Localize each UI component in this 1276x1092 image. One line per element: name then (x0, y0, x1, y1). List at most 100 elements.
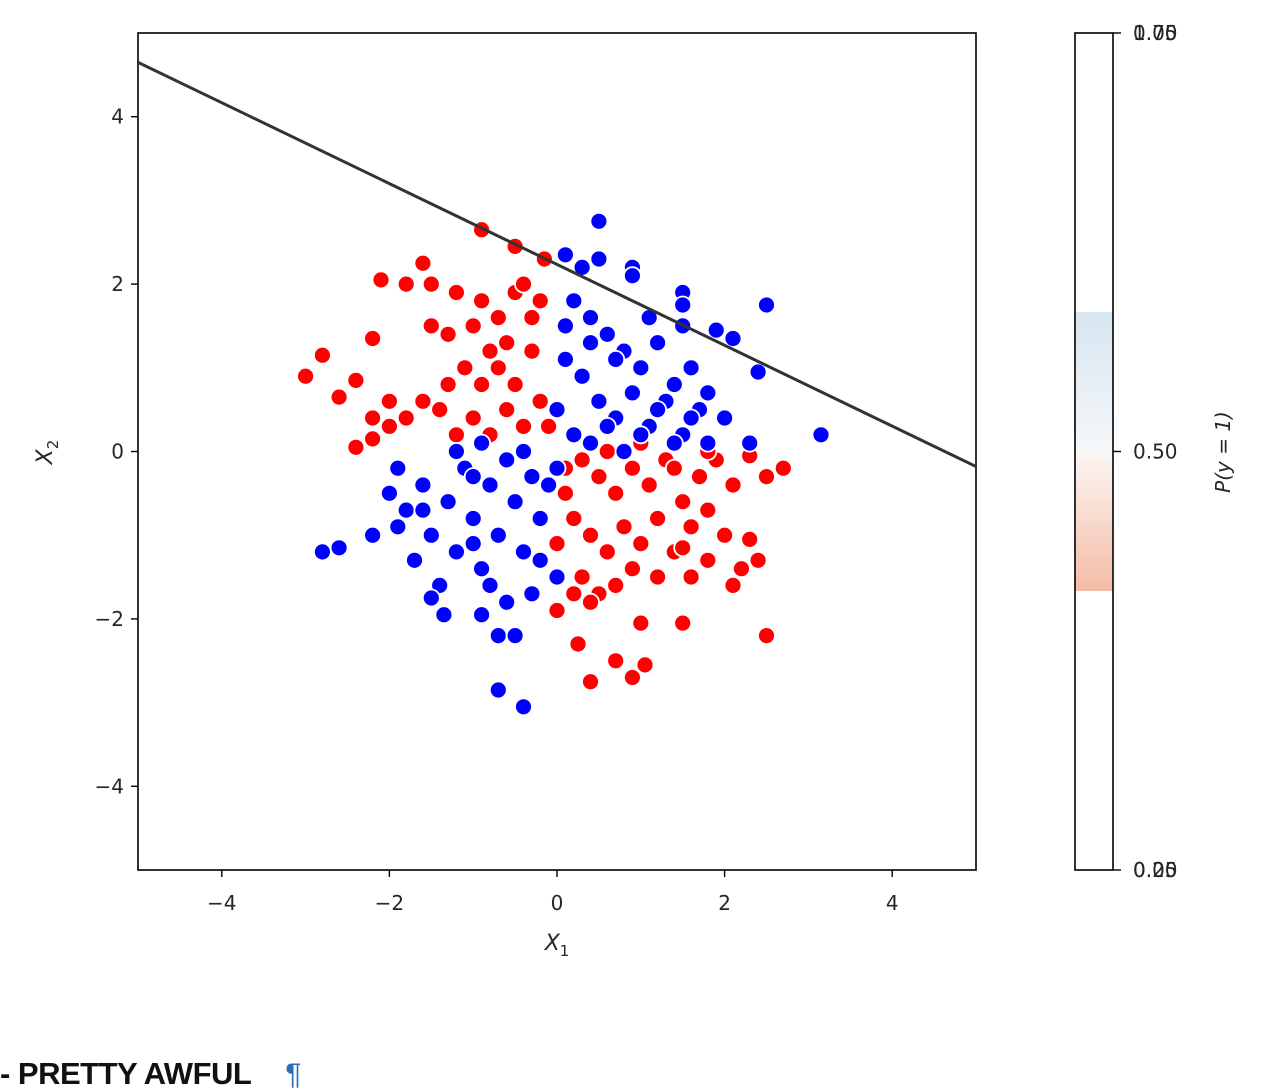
point-red-75 (681, 567, 701, 587)
plot-area (137, 32, 977, 871)
point-blue-23 (715, 408, 734, 428)
point-blue-77 (488, 680, 508, 700)
point-red-62 (631, 534, 651, 553)
colorbar: 0.000.25 0.50 0.751.00 P(y = 1) (1074, 21, 1235, 882)
point-red-51 (673, 492, 693, 512)
permalink-anchor[interactable]: ¶ (285, 1058, 302, 1091)
point-blue-34 (564, 425, 584, 445)
colorbar-tick-label: 0.25 (1133, 858, 1178, 882)
point-red-87 (606, 651, 626, 671)
point-red-89 (635, 655, 655, 675)
point-blue-52 (388, 458, 408, 478)
point-red-63 (648, 509, 667, 528)
point-blue-18 (631, 358, 651, 378)
point-red-41 (463, 316, 483, 336)
point-red-18 (472, 375, 492, 394)
point-blue-49 (329, 538, 349, 558)
point-red-30 (472, 291, 492, 311)
point-red-44 (530, 291, 550, 311)
point-blue-13 (740, 433, 760, 453)
y-tick-label: 4 (111, 105, 124, 129)
point-blue-14 (564, 291, 584, 311)
point-blue-42 (698, 433, 718, 453)
point-blue-76 (505, 626, 525, 645)
point-red-68 (732, 559, 751, 579)
point-red-96 (673, 538, 693, 558)
point-red-4 (346, 437, 366, 457)
point-blue-84 (547, 567, 567, 587)
point-red-69 (748, 550, 768, 570)
point-blue-67 (514, 542, 533, 562)
point-red-6 (363, 429, 383, 449)
point-blue-5 (623, 266, 642, 286)
point-blue-41 (681, 408, 701, 428)
point-blue-88 (463, 534, 483, 553)
colorbar-label: P(y = 1) (1211, 411, 1235, 493)
point-red-60 (597, 542, 617, 562)
point-red-78 (547, 601, 567, 620)
point-blue-75 (488, 626, 508, 645)
section-heading-text: - PRETTY AWFUL (0, 1056, 252, 1091)
point-blue-51 (379, 483, 399, 503)
point-blue-35 (581, 433, 600, 453)
point-blue-65 (497, 450, 517, 470)
point-red-26 (539, 416, 558, 436)
point-red-70 (572, 567, 592, 587)
point-blue-54 (405, 550, 424, 570)
y-tick-label: −2 (95, 607, 124, 631)
point-blue-85 (522, 584, 542, 604)
point-red-23 (514, 416, 533, 436)
point-blue-61 (463, 509, 483, 528)
point-blue-2 (589, 249, 609, 269)
point-blue-3 (589, 211, 609, 231)
point-blue-36 (597, 416, 617, 436)
point-blue-81 (497, 592, 517, 612)
point-blue-44 (581, 333, 600, 353)
point-red-25 (530, 391, 550, 411)
point-red-39 (480, 341, 500, 361)
plot-frame (137, 32, 977, 871)
point-red-85 (568, 634, 588, 654)
point-red-22 (505, 375, 525, 394)
point-blue-79 (463, 467, 483, 487)
point-red-42 (522, 308, 542, 328)
point-blue-38 (631, 425, 651, 445)
point-red-34 (413, 253, 433, 273)
y-axis: −4 −2 0 2 4 (95, 105, 138, 798)
point-red-45 (572, 450, 592, 470)
colorbar-band-high (1075, 312, 1113, 452)
point-blue-10 (757, 295, 776, 315)
point-red-43 (438, 324, 458, 344)
point-red-61 (614, 517, 634, 537)
point-blue-12 (811, 425, 831, 445)
point-blue-40 (664, 433, 684, 453)
point-red-56 (757, 467, 776, 487)
point-blue-55 (413, 475, 433, 495)
point-blue-63 (480, 475, 500, 495)
point-red-28 (421, 274, 441, 294)
point-red-54 (723, 475, 743, 495)
point-red-66 (698, 550, 718, 570)
point-red-91 (597, 442, 617, 461)
scatter-chart: −4 −2 0 2 4 −4 −2 0 2 4 X1 X2 0.000.25 0.50 0.751.… (33, 21, 1235, 960)
point-red-47 (606, 483, 626, 503)
colorbar-tick-label: 0.50 (1133, 440, 1178, 464)
point-blue-64 (488, 525, 508, 545)
point-blue-74 (472, 605, 492, 625)
point-red-5 (363, 408, 383, 428)
point-blue-26 (589, 391, 609, 411)
point-blue-28 (623, 383, 642, 403)
point-red-10 (396, 408, 416, 428)
point-blue-45 (606, 349, 626, 369)
point-blue-21 (681, 358, 701, 378)
point-red-79 (564, 584, 584, 604)
section-heading: - PRETTY AWFUL ¶ (0, 1056, 301, 1092)
point-blue-43 (556, 316, 575, 336)
colorbar-band-low (1075, 452, 1113, 591)
point-blue-62 (472, 559, 492, 579)
point-red-82 (631, 613, 651, 633)
point-red-72 (606, 576, 626, 595)
point-blue-78 (514, 697, 533, 717)
point-red-67 (715, 525, 734, 545)
colorbar-tick-label: 0.75 (1133, 21, 1178, 45)
